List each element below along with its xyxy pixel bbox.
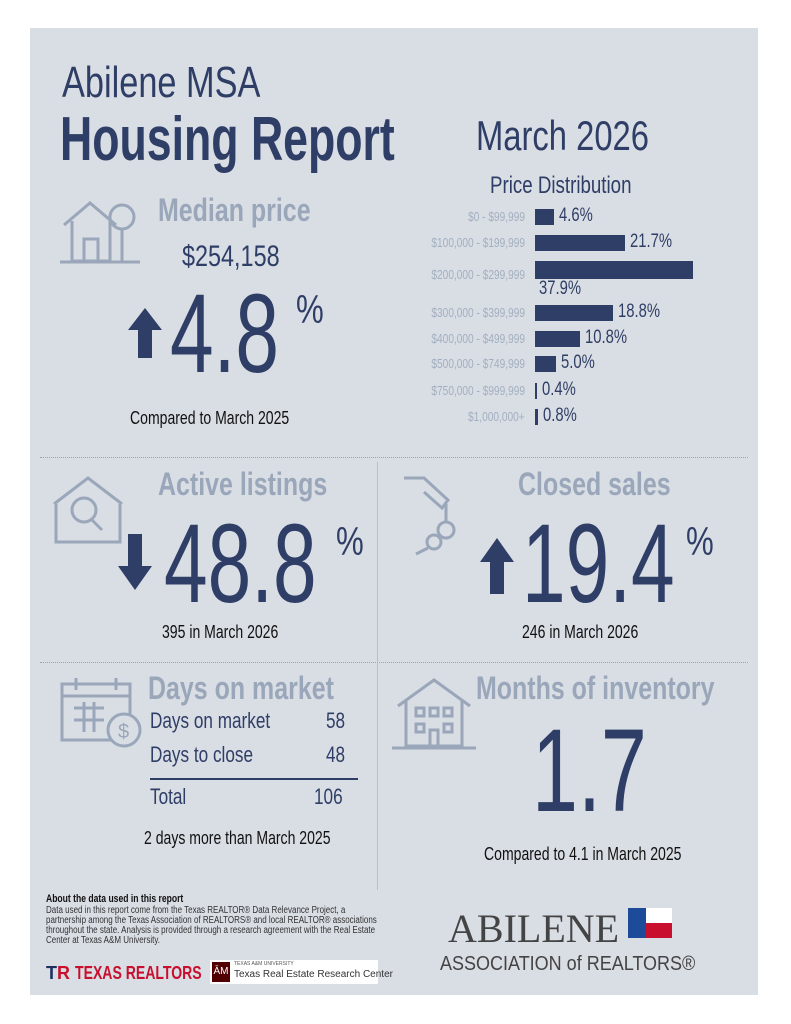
active-listings-change: 48.8 <box>164 501 317 626</box>
price-distribution-title: Price Distribution <box>490 172 632 199</box>
arrow-up-icon <box>480 538 514 594</box>
texas-realtors-logo: TR TEXAS REALTORS <box>46 963 202 983</box>
median-price-change: 4.8 <box>170 271 279 396</box>
price-range-label: $750,000 - $999,999 <box>431 383 525 398</box>
active-listings-label: Active listings <box>158 466 328 502</box>
hand-key-icon <box>404 476 456 556</box>
price-bar <box>535 209 555 225</box>
closed-sales-change: 19.4 <box>522 501 675 626</box>
active-listings-unit: % <box>336 520 364 564</box>
median-price-value: $254,158 <box>182 240 280 273</box>
price-bar-value: 4.6% <box>559 205 593 226</box>
months-inventory-label: Months of inventory <box>476 670 715 706</box>
price-range-label: $100,000 - $199,999 <box>431 235 525 250</box>
price-bar-value: 18.8% <box>618 301 661 322</box>
report-period: March 2026 <box>476 112 650 159</box>
total-rule <box>150 778 358 780</box>
association-logo-name: ABILENE <box>448 906 620 951</box>
active-listings-note: 395 in March 2026 <box>162 622 279 642</box>
price-bar <box>535 356 556 372</box>
about-text: Data used in this report come from the T… <box>46 905 377 946</box>
closed-sales-label: Closed sales <box>518 466 671 502</box>
house-tree-icon <box>60 201 140 264</box>
building-icon <box>392 678 476 750</box>
price-range-label: $400,000 - $499,999 <box>431 331 525 346</box>
months-inventory-note: Compared to 4.1 in March 2025 <box>484 844 682 864</box>
total-label: Total <box>150 784 187 809</box>
about-title: About the data used in this report <box>46 893 184 905</box>
divider <box>40 457 748 458</box>
price-bar <box>535 261 693 279</box>
calendar-dollar-icon: $ <box>60 678 142 748</box>
price-bar <box>535 383 537 399</box>
price-bar-value: 21.7% <box>630 231 673 252</box>
months-inventory-value: 1.7 <box>532 705 647 837</box>
dtc-row-value: 48 <box>326 742 346 767</box>
region-title: Abilene MSA <box>62 58 261 107</box>
price-bar-value: 10.8% <box>585 327 628 348</box>
price-bar-value: 0.4% <box>542 379 576 400</box>
price-range-label: $200,000 - $299,999 <box>431 267 525 282</box>
price-bar-value: 5.0% <box>560 352 595 373</box>
association-logo-subtitle: ASSOCIATION of REALTORS® <box>440 953 696 975</box>
price-range-label: $300,000 - $399,999 <box>431 305 525 320</box>
price-bar-value: 0.8% <box>543 405 578 426</box>
total-value: 106 <box>314 784 343 809</box>
price-bar <box>535 331 581 347</box>
median-price-note: Compared to March 2025 <box>130 408 290 428</box>
closed-sales-note: 246 in March 2026 <box>522 622 639 642</box>
price-range-label: $1,000,000+ <box>468 409 525 424</box>
dom-row-label: Days on market <box>150 708 271 733</box>
price-bar <box>535 305 614 321</box>
divider <box>377 462 378 890</box>
arrow-up-icon <box>128 308 162 358</box>
page-title: Housing Report <box>60 105 395 174</box>
price-bar <box>535 409 539 425</box>
tamu-logo: ĀM TEXAS A&M UNIVERSITY Texas Real Estat… <box>210 960 393 984</box>
closed-sales-unit: % <box>686 520 714 564</box>
divider <box>40 662 748 663</box>
arrow-down-icon <box>118 534 152 590</box>
median-price-label: Median price <box>158 192 311 228</box>
svg-text:$: $ <box>118 721 129 743</box>
price-range-label: $500,000 - $749,999 <box>431 356 525 371</box>
house-search-icon <box>53 476 123 544</box>
price-bar <box>535 235 626 251</box>
price-range-label: $0 - $99,999 <box>468 209 525 224</box>
dtc-row-label: Days to close <box>150 742 254 767</box>
report-panel <box>30 28 758 995</box>
dom-row-value: 58 <box>326 708 346 733</box>
texas-flag-icon <box>628 902 678 942</box>
price-bar-value: 37.9% <box>539 278 582 299</box>
days-on-market-note: 2 days more than March 2025 <box>144 828 331 848</box>
days-on-market-label: Days on market <box>148 670 334 706</box>
median-price-unit: % <box>296 288 324 332</box>
